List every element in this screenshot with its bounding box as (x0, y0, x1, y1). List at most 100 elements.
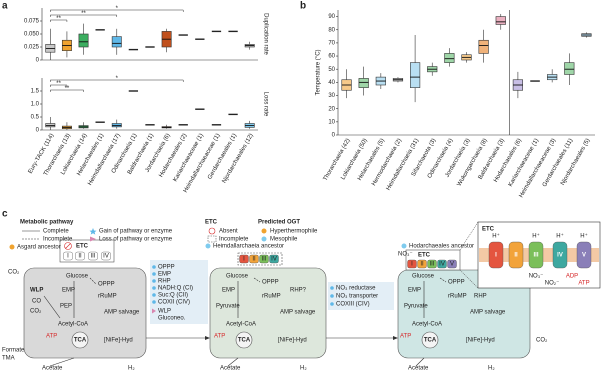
diagram-label: Acetate (408, 366, 429, 372)
etc-complex (437, 259, 447, 269)
diagram-label: TMA (2, 356, 15, 362)
complex-label: V (450, 262, 454, 268)
diagram-label: ATP (578, 281, 589, 287)
diagram-label: ATP (214, 334, 225, 340)
etc-complex (528, 241, 544, 269)
complex-label: I (243, 257, 245, 263)
significance-label: ** (56, 16, 61, 22)
panel-label: c (2, 209, 8, 220)
etc-complex (88, 251, 98, 261)
y-axis-label: Temperature (°C) (316, 49, 322, 95)
diagram-label: [NiFe]-Hyd (278, 338, 307, 344)
diagram-label: CO₂ (8, 270, 20, 276)
diagram-label: CO₂ (30, 309, 42, 315)
diagram-label: Suc:Q (CII) (158, 293, 188, 299)
y-tick-label: 0 (36, 128, 40, 134)
diagram-label: TCA (74, 338, 87, 344)
diagram-label: NO₃⁻ (529, 274, 544, 280)
x-tick-label: Heimdallarchaeia (31) (386, 138, 421, 192)
complex-label: III (533, 253, 538, 259)
diagram-label: Mesophile (270, 237, 298, 243)
diagram-label: NO₃ reductase (336, 286, 376, 292)
gain-icon (152, 279, 156, 283)
diagram-label: Metabolic pathway (20, 220, 74, 226)
y-tick-label: 60 (328, 54, 335, 60)
significance-bracket (50, 79, 184, 82)
etc-complex (447, 259, 457, 269)
x-tick-label: Njordarchaeales (12) (222, 133, 255, 185)
diagram-label: Predicted OGT (258, 220, 300, 226)
absent-icon (64, 242, 72, 250)
significance-bracket (50, 19, 68, 22)
diagram-label: RHP? (290, 288, 307, 294)
complex-label: IV (557, 253, 563, 259)
diagram-label: Acetate (42, 366, 63, 372)
y-tick-label: 30 (328, 93, 335, 99)
significance-label: ** (81, 11, 86, 17)
pathway (253, 277, 261, 283)
significance-label: * (116, 6, 119, 12)
diagram-label: [NiFe]-Hyd (466, 338, 495, 344)
complex-label: III (429, 262, 434, 268)
significance-bracket (50, 84, 68, 87)
diagram-label: NADH:Q (CI) (158, 286, 193, 292)
etc-complex (417, 259, 427, 269)
diagram-label: ETC (418, 253, 431, 259)
diagram-label: rRuMP (448, 294, 467, 300)
etc-complex (259, 254, 269, 264)
complex-label: II (78, 254, 82, 260)
incomplete-icon (207, 235, 217, 243)
complex-label: IV (271, 257, 277, 263)
etc-complex (488, 241, 504, 269)
diagram-label: CO (32, 299, 41, 305)
diagram-shapes (9, 221, 601, 367)
etc-complex (63, 251, 73, 261)
diagram-label: AMP salvage (280, 310, 316, 316)
complex-label: II (514, 253, 518, 259)
significance-label: * (116, 76, 119, 82)
diagram-label: [NiFe]-Hyd (104, 338, 133, 344)
change-box (150, 260, 208, 324)
box (444, 53, 455, 63)
diagram-label: WLP (30, 288, 43, 294)
y-tick-label: 70 (328, 40, 335, 46)
y-tick-label: 0.025 (24, 45, 40, 51)
diagram-label: H⁺ (492, 233, 500, 240)
diagram-label: rRuMP (262, 294, 281, 300)
diagram-label: Acetyl-CoA (58, 322, 88, 328)
diagram-label: Glucose (226, 274, 249, 280)
arrow-head (393, 336, 398, 340)
loss-icon (152, 308, 156, 314)
complex-label: III (261, 257, 266, 263)
gain-icon (330, 302, 334, 306)
complex-label: II (252, 257, 256, 263)
etc-complex (427, 259, 437, 269)
y-tick-label: 90 (328, 14, 335, 20)
diagram-label: Formate (2, 348, 25, 354)
diagram-label: Pyruvate (404, 304, 428, 310)
diagram-label: OPPP (448, 280, 465, 286)
diagram-label: Hodarchaeales ancestor (409, 244, 474, 250)
diagram-label: ETC (482, 227, 495, 233)
y-tick-label: 80 (328, 27, 335, 33)
diagram-label: Heimdallarchaeia ancestor (213, 244, 284, 250)
diagram-label: Hyperthermophile (270, 229, 318, 235)
etc-complex (576, 241, 592, 269)
diagram-label: H⁺ (532, 233, 540, 240)
diagram-label: H₂ (488, 366, 495, 372)
diagram-label: PEP (60, 304, 72, 310)
diagram-label: ETC (205, 220, 218, 226)
diagram-label: NO₂⁻ (545, 281, 560, 287)
diagram-label: AMP salvage (470, 310, 506, 316)
panel-label: b (300, 1, 306, 12)
box (495, 16, 506, 25)
significance-label: ** (65, 86, 70, 92)
diagram-label: Gluconeo. (158, 316, 186, 322)
diagram-label: NO₃⁻ (398, 252, 413, 258)
diagram-label: Acetyl-CoA (226, 322, 256, 328)
absent-icon (208, 227, 216, 235)
etc-complex (239, 254, 249, 264)
y-axis-label: Loss rate (262, 92, 268, 117)
gain-icon (330, 286, 334, 290)
